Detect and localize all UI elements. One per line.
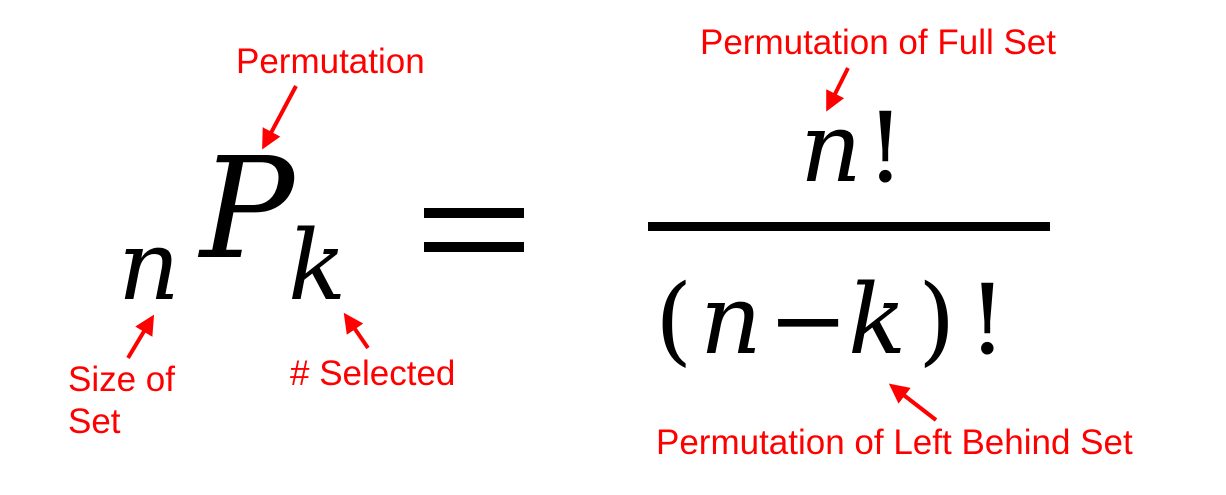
arrow-permutation bbox=[262, 85, 298, 150]
label-full-set: Permutation of Full Set bbox=[700, 23, 1056, 62]
arrow-size-of-set bbox=[126, 314, 155, 360]
label-size-of-set-line2: Set bbox=[68, 402, 121, 441]
subscript-k: k bbox=[288, 210, 347, 322]
numerator-n: n bbox=[800, 92, 862, 204]
label-size-of-set-line1: Size of bbox=[68, 360, 175, 399]
denominator-k: k bbox=[848, 264, 907, 376]
label-selected: # Selected bbox=[290, 354, 456, 393]
denominator-open-paren: ( bbox=[655, 264, 693, 376]
denominator-close-paren: ) bbox=[918, 264, 956, 376]
arrow-selected bbox=[343, 312, 370, 350]
label-permutation: Permutation bbox=[236, 42, 425, 81]
arrow-left-behind bbox=[888, 383, 938, 422]
subscript-n: n bbox=[118, 210, 180, 322]
arrow-full-set bbox=[826, 67, 850, 112]
denominator-n: n bbox=[700, 264, 762, 376]
equals-sign-top bbox=[424, 208, 524, 218]
fraction-bar bbox=[648, 222, 1050, 231]
equals-sign-bottom bbox=[424, 242, 524, 252]
denominator-factorial: ! bbox=[968, 264, 1007, 376]
numerator-factorial: ! bbox=[866, 92, 905, 204]
denominator-minus: − bbox=[768, 264, 849, 376]
permutation-symbol-P: P bbox=[200, 128, 295, 291]
label-left-behind: Permutation of Left Behind Set bbox=[656, 423, 1133, 462]
